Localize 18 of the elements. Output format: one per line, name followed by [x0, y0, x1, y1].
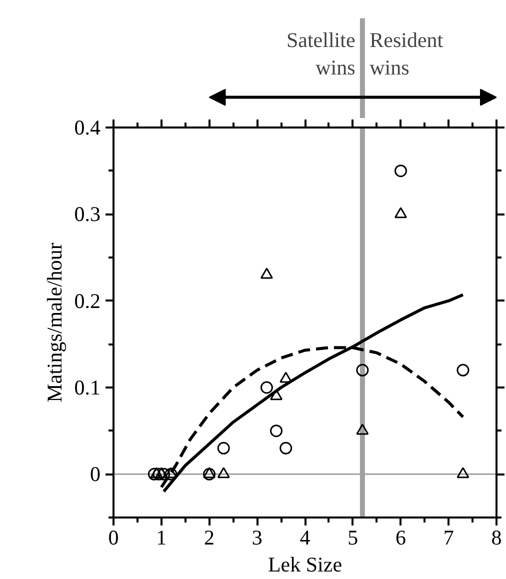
- x-tick-label: 5: [348, 526, 358, 550]
- y-tick-label: 0: [90, 462, 100, 486]
- y-tick-label: 0.3: [74, 202, 100, 226]
- x-tick-label: 8: [491, 526, 502, 550]
- x-tick-label: 2: [204, 526, 214, 550]
- x-tick-label: 0: [108, 526, 119, 550]
- text: Resident wins: [370, 28, 444, 80]
- x-tick-label: 6: [396, 526, 406, 550]
- y-axis-title: Matings/male/hour: [42, 242, 66, 402]
- y-tick-label: 0.1: [74, 376, 100, 400]
- y-tick-label: 0.2: [74, 288, 100, 313]
- x-tick-label: 3: [252, 526, 262, 550]
- y-tick-label: 0.4: [74, 116, 101, 140]
- text: Satellite wins: [286, 28, 356, 80]
- x-tick-label: 7: [443, 526, 454, 550]
- x-tick-label: 1: [156, 526, 167, 550]
- x-tick-label: 4: [300, 526, 311, 550]
- x-axis-title: Lek Size: [268, 552, 342, 576]
